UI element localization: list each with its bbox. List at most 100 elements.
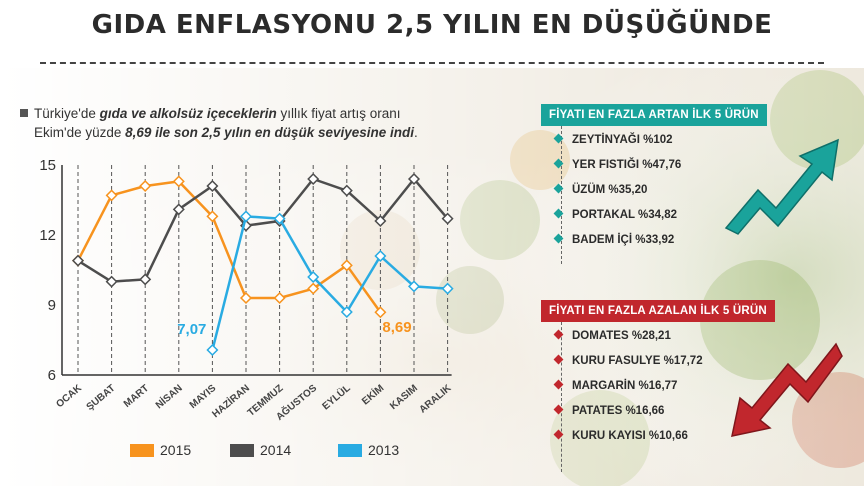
panel-item-label: ZEYTİNYAĞI %102 [572, 134, 673, 146]
data-point-2013 [441, 282, 454, 295]
page-title: GIDA ENFLASYONU 2,5 YILIN EN DÜŞÜĞÜNDE [91, 10, 773, 40]
intro-line1-bold: gıda ve alkolsüz içeceklerin [99, 106, 277, 121]
trend-up-arrow-icon [724, 138, 839, 235]
panel-item-label: PATATES %16,66 [572, 405, 665, 417]
diamond-bullet-icon [553, 233, 564, 244]
data-point-2014 [407, 172, 421, 186]
panel-list-item: PORTAKAL %34,82 [553, 208, 678, 221]
data-point-2014 [441, 212, 454, 225]
data-point-2014 [139, 273, 152, 286]
diamond-bullet-icon [553, 158, 564, 169]
legend-swatch [230, 444, 254, 457]
data-point-2015 [172, 175, 185, 188]
panel-list-item: YER FISTIĞI %47,76 [553, 158, 682, 171]
data-point-2015 [139, 179, 152, 193]
panel-item-label: YER FISTIĞI %47,76 [572, 159, 682, 171]
data-point-2013 [407, 280, 421, 293]
x-tick-label: ŞUBAT [85, 383, 118, 413]
data-point-2014 [206, 179, 219, 193]
legend-item-2013: 2013 [338, 442, 399, 458]
intro-text: Türkiye'de gıda ve alkolsüz içeceklerin … [20, 104, 470, 142]
up-panel-title: FİYATI EN FAZLA ARTAN İLK 5 ÜRÜN [541, 104, 767, 126]
legend-label: 2014 [260, 442, 292, 458]
data-point-2014 [71, 254, 85, 267]
x-tick-label: OCAK [54, 382, 84, 410]
diamond-bullet-icon [553, 404, 564, 415]
data-point-2013 [273, 212, 286, 225]
y-tick-label: 12 [39, 227, 56, 244]
panel-list-item: ÜZÜM %35,20 [553, 183, 648, 196]
x-tick-label: EKİM [359, 381, 387, 407]
legend-swatch [338, 444, 362, 457]
diamond-bullet-icon [553, 379, 564, 390]
data-point-2013 [307, 270, 320, 284]
intro-line2-bold: 8,69 ile son 2,5 yılın en düşük seviyesi… [125, 125, 414, 140]
legend-item-2014: 2014 [230, 442, 291, 458]
intro-line1-pre: Türkiye'de [34, 106, 100, 121]
bullet-square-icon [20, 109, 28, 117]
x-tick-label: MART [122, 383, 151, 410]
data-point-2014 [340, 184, 353, 197]
legend-label: 2015 [160, 442, 192, 458]
panel-item-label: KURU FASULYE %17,72 [572, 355, 703, 367]
intro-line2-post: . [414, 125, 418, 140]
title-divider [40, 62, 824, 64]
panel-item-label: DOMATES %28,21 [572, 330, 671, 342]
panel-list-item: MARGARİN %16,77 [553, 379, 678, 392]
x-tick-label: EYLÜL [319, 381, 352, 412]
data-point-2014 [105, 275, 118, 288]
data-point-2015 [273, 291, 286, 305]
data-point-2013 [340, 305, 353, 319]
data-label: 8,69 [382, 319, 411, 336]
panel-list-item: KURU KAYISI %10,66 [553, 429, 688, 442]
down-panel-title: FİYATI EN FAZLA AZALAN İLK 5 ÜRÜN [541, 300, 775, 322]
diamond-bullet-icon [553, 429, 564, 440]
series-line-2015 [76, 180, 382, 313]
panel-list-item: KURU FASULYE %17,72 [553, 354, 703, 367]
data-point-2015 [206, 210, 219, 223]
legend-swatch [130, 444, 154, 457]
diamond-bullet-icon [553, 183, 564, 194]
panel-list-item: ZEYTİNYAĞI %102 [553, 133, 673, 146]
data-point-2013 [374, 249, 387, 263]
y-tick-label: 9 [48, 297, 56, 314]
x-tick-label: KASIM [388, 383, 420, 412]
intro-line1-post: yıllık fiyat artış oranı [276, 106, 401, 121]
down-panel: DOMATES %28,21 KURU FASULYE %17,72 MARGARİ… [541, 322, 741, 472]
diamond-bullet-icon [553, 354, 564, 365]
y-tick-label: 6 [48, 367, 56, 384]
intro-line2-pre: Ekim'de yüzde [34, 125, 126, 140]
diamond-bullet-icon [553, 208, 564, 219]
x-tick-label: HAZİRAN [209, 381, 252, 420]
down-panel-dashed-line [561, 322, 562, 472]
up-panel: ZEYTİNYAĞI %102 YER FISTIĞI %47,76 ÜZÜM %3… [541, 126, 741, 266]
panel-list-item: DOMATES %28,21 [553, 329, 671, 342]
y-tick-label: 15 [39, 157, 56, 174]
diamond-bullet-icon [553, 133, 564, 144]
data-point-2015 [105, 189, 118, 202]
legend-label: 2013 [368, 442, 400, 458]
data-point-2014 [307, 172, 320, 186]
data-point-2015 [374, 306, 387, 319]
legend-item-2015: 2015 [130, 442, 191, 458]
data-point-2015 [239, 291, 253, 305]
panel-item-label: KURU KAYISI %10,66 [572, 430, 688, 442]
x-tick-label: MAYIS [188, 383, 219, 411]
data-point-2013 [206, 344, 219, 357]
trend-down-arrow-icon [731, 342, 843, 437]
data-point-2014 [172, 203, 185, 216]
data-label: 7,07 [177, 321, 206, 338]
x-tick-label: ARALIK [418, 382, 455, 415]
diamond-bullet-icon [553, 329, 564, 340]
x-tick-label: NİSAN [153, 381, 185, 411]
up-panel-dashed-line [561, 126, 562, 264]
panel-list-item: PATATES %16,66 [553, 404, 665, 417]
data-point-2013 [239, 210, 253, 223]
panel-item-label: MARGARİN %16,77 [572, 380, 678, 392]
panel-item-label: ÜZÜM %35,20 [572, 184, 648, 196]
data-point-2014 [374, 214, 387, 228]
data-point-2015 [307, 282, 320, 295]
panel-item-label: PORTAKAL %34,82 [572, 209, 678, 221]
panel-item-label: BADEM İÇİ %33,92 [572, 234, 675, 246]
